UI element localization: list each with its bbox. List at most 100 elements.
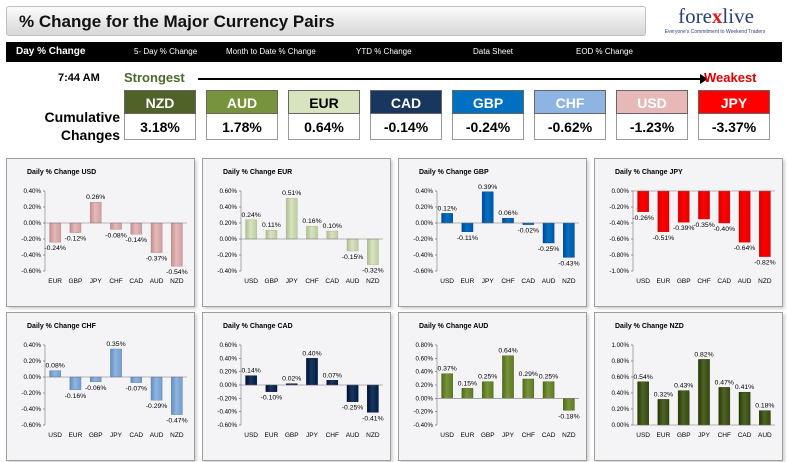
x-tick-label: CAD xyxy=(542,432,556,439)
x-tick-label: USD xyxy=(440,278,454,285)
bar-aud xyxy=(150,376,163,401)
y-tick-label: -0.20% xyxy=(217,395,237,402)
chart-jpy: Daily % Change JPY 0.00% -0.20% -0.40% -0.60… xyxy=(609,169,775,285)
y-tick-label: 0.80% xyxy=(611,358,629,365)
chart-title: Daily % Change JPY xyxy=(615,169,683,176)
cumulative-changes-label: Cumulative Changes xyxy=(44,109,120,143)
x-tick-label: JPY xyxy=(110,432,123,439)
currency-name: NZD xyxy=(124,90,196,114)
chart-cad: Daily % Change CAD 0.60% 0.40% 0.20% 0.00% -0… xyxy=(217,323,383,439)
strength-scale-line xyxy=(198,78,702,80)
bar-chf xyxy=(698,190,710,220)
tab-data-sheet[interactable]: Data Sheet xyxy=(473,47,514,56)
data-label: 0.40% xyxy=(302,350,321,357)
bar-eur xyxy=(69,376,82,391)
bar-jpy xyxy=(110,348,122,378)
currency-cumulative-value: -3.37% xyxy=(698,114,770,140)
x-tick-label: EUR xyxy=(265,432,279,439)
x-tick-label: CHF xyxy=(109,278,122,285)
x-tick-label: USD xyxy=(244,432,258,439)
data-label: 0.02% xyxy=(282,376,301,383)
currency-cumulative-value: -0.62% xyxy=(534,114,606,140)
tab-eod-change[interactable]: EOD % Change xyxy=(576,47,633,56)
chart-chf: Daily % Change CHF 0.40% 0.20% 0.00% -0.20% -… xyxy=(21,323,187,439)
x-tick-label: USD xyxy=(440,432,454,439)
chart-title: Daily % Change CHF xyxy=(27,323,97,330)
bar-cad xyxy=(718,190,731,224)
bar-usd xyxy=(245,219,257,240)
chart-nzd: Daily % Change NZD 1.00% 0.80% 0.60% 0.40% 0.… xyxy=(611,323,775,439)
bar-jpy xyxy=(285,198,298,240)
chart-panel-aud: Daily % Change AUD 0.80% 0.60% 0.40% 0.20% 0.… xyxy=(398,312,587,461)
tab-day-change[interactable]: Day % Change xyxy=(16,46,86,57)
bar-nzd xyxy=(367,238,379,265)
bar-nzd xyxy=(171,222,183,267)
data-label: -0.06% xyxy=(85,385,107,392)
x-tick-label: EUR xyxy=(69,432,83,439)
bar-usd xyxy=(441,213,453,224)
y-tick-label: 0.20% xyxy=(415,382,433,389)
tab-5-day-change[interactable]: 5- Day % Change xyxy=(134,47,198,56)
currency-name: EUR xyxy=(288,90,360,114)
currency-name: GBP xyxy=(452,90,524,114)
data-label: -0.35% xyxy=(693,222,715,229)
x-tick-label: JPY xyxy=(502,432,515,439)
bar-usd xyxy=(637,381,649,426)
x-tick-label: NZD xyxy=(170,432,184,439)
y-tick-label: 0.80% xyxy=(415,342,433,349)
currency-box-aud: AUD 1.78% xyxy=(206,90,278,140)
bar-aud xyxy=(542,222,555,244)
tab-month-to-date-change[interactable]: Month to Date % Change xyxy=(226,47,316,56)
bar-nzd xyxy=(563,398,575,411)
data-label: -0.10% xyxy=(261,395,283,402)
x-tick-label: JPY xyxy=(306,432,319,439)
bar-cad xyxy=(542,381,555,399)
data-label: 0.43% xyxy=(674,383,693,390)
chart-title: Daily % Change NZD xyxy=(615,323,684,330)
data-label: -0.37% xyxy=(146,256,168,263)
data-label: -0.54% xyxy=(166,269,188,276)
bar-gbp xyxy=(677,390,690,426)
forexlive-logo[interactable]: forexlive Everyone's Commitment to Weeke… xyxy=(652,4,778,40)
x-tick-label: NZD xyxy=(366,278,380,285)
x-tick-label: CAD xyxy=(717,278,731,285)
x-tick-label: AUD xyxy=(758,432,772,439)
scale-arrow-icon xyxy=(700,74,708,84)
timestamp: 7:44 AM xyxy=(58,72,100,84)
logo-tagline: Everyone's Commitment to Weekend Traders xyxy=(664,29,766,35)
tab-ytd-change[interactable]: YTD % Change xyxy=(356,47,412,56)
x-tick-label: NZD xyxy=(562,432,576,439)
data-label: 0.26% xyxy=(86,194,105,201)
data-label: 0.24% xyxy=(242,212,261,219)
x-tick-label: NZD xyxy=(758,278,772,285)
chart-aud: Daily % Change AUD 0.80% 0.60% 0.40% 0.20% 0.… xyxy=(413,323,579,439)
y-tick-label: 0.00% xyxy=(415,220,433,227)
data-label: 0.15% xyxy=(458,380,477,387)
logo-wordmark: forexlive xyxy=(654,4,778,29)
data-label: 0.35% xyxy=(106,341,125,348)
bar-eur xyxy=(461,222,474,233)
x-tick-label: AUD xyxy=(346,432,360,439)
currency-cumulative-value: 1.78% xyxy=(206,114,278,140)
currency-name: CAD xyxy=(370,90,442,114)
data-label: 0.47% xyxy=(715,379,734,386)
x-tick-label: CAD xyxy=(521,278,535,285)
x-tick-label: USD xyxy=(636,278,650,285)
x-tick-label: EUR xyxy=(48,278,62,285)
x-tick-label: CHF xyxy=(697,278,710,285)
data-label: 0.39% xyxy=(478,184,497,191)
y-tick-label: 0.00% xyxy=(611,188,629,195)
x-tick-label: AUD xyxy=(150,432,164,439)
chart-eur: Daily % Change EUR 0.60% 0.40% 0.20% 0.00% -0… xyxy=(217,169,383,285)
data-label: -0.02% xyxy=(518,228,540,235)
chart-title: Daily % Change EUR xyxy=(223,169,292,176)
x-tick-label: JPY xyxy=(90,278,103,285)
bar-cad xyxy=(738,391,751,426)
logo-part-right: live xyxy=(722,4,754,28)
data-label: 0.10% xyxy=(323,223,342,230)
bar-gbp xyxy=(677,190,690,223)
bar-cad xyxy=(130,222,143,235)
bar-eur xyxy=(657,399,670,426)
bar-usd xyxy=(637,190,649,212)
data-label: -0.40% xyxy=(714,226,736,233)
